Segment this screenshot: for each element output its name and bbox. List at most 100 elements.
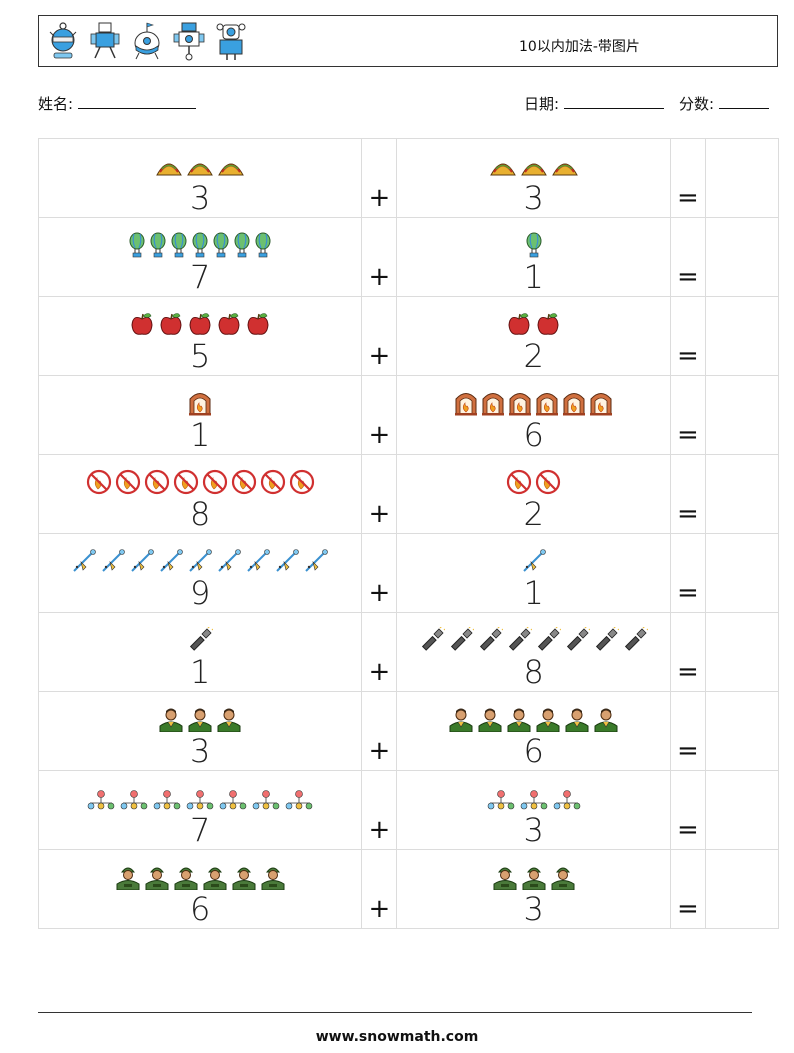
- no-fire-icon: [115, 469, 141, 495]
- soldier-icon: [521, 864, 547, 890]
- soldier-icon: [115, 864, 141, 890]
- second-addend-cell: 1: [396, 217, 671, 297]
- second-addend: 1: [523, 258, 544, 296]
- first-addend: 3: [190, 732, 211, 770]
- wand-icon: [158, 548, 184, 574]
- answer-cell[interactable]: [704, 770, 780, 850]
- balloon-icons: [39, 232, 361, 258]
- robot-icon-5: [216, 23, 246, 60]
- network-icons: [397, 785, 669, 811]
- apple-icon: [216, 311, 242, 337]
- answer-cell[interactable]: [704, 533, 780, 613]
- second-addend-cell: 2: [396, 454, 671, 534]
- equals-sign: =: [669, 770, 706, 850]
- footer-divider: [38, 1012, 752, 1013]
- answer-cell[interactable]: [704, 296, 780, 376]
- name-blank[interactable]: [77, 94, 196, 109]
- second-addend-cell: 6: [396, 375, 671, 455]
- network-icon: [486, 789, 516, 811]
- first-addend: 7: [190, 811, 211, 849]
- second-addend: 2: [523, 337, 544, 375]
- wand-icon: [129, 548, 155, 574]
- fireplace-icon: [535, 390, 559, 416]
- flashlight-icon: [187, 627, 214, 653]
- equals-sign: =: [669, 217, 706, 297]
- no-fire-icon: [260, 469, 286, 495]
- answer-cell[interactable]: [704, 217, 780, 297]
- second-addend-cell: 1: [396, 533, 671, 613]
- answer-cell[interactable]: [704, 849, 780, 929]
- flashlight-icon: [419, 627, 446, 653]
- problem-row: 1 +8 =: [37, 612, 780, 692]
- no-fire-icon: [535, 469, 561, 495]
- robot-icons: [47, 20, 247, 62]
- flashlight-icon: [535, 627, 562, 653]
- equals-sign: =: [669, 296, 706, 376]
- answer-cell[interactable]: [704, 375, 780, 455]
- problem-row: 6 +3 =: [37, 849, 780, 929]
- second-addend-cell: 8: [396, 612, 671, 692]
- balloon-icon: [191, 232, 209, 258]
- taco-icon: [551, 157, 579, 179]
- second-addend: 8: [523, 653, 544, 691]
- flashlight-icon: [593, 627, 620, 653]
- first-addend: 6: [190, 890, 211, 928]
- no-fire-icon: [289, 469, 315, 495]
- second-addend: 3: [523, 179, 544, 217]
- balloon-icon: [233, 232, 251, 258]
- answer-cell[interactable]: [704, 138, 780, 218]
- equals-sign: =: [669, 375, 706, 455]
- date-blank[interactable]: [563, 94, 664, 109]
- plus-sign: +: [361, 454, 398, 534]
- network-icons: [39, 785, 361, 811]
- second-addend-cell: 3: [396, 770, 671, 850]
- first-addend-cell: 3: [37, 691, 363, 771]
- first-addend-cell: 8: [37, 454, 363, 534]
- second-addend: 6: [523, 732, 544, 770]
- first-addend-cell: 7: [37, 770, 363, 850]
- soldier-icon: [144, 864, 170, 890]
- balloon-icon: [212, 232, 230, 258]
- soldier-icons: [39, 864, 361, 890]
- plus-sign: +: [361, 691, 398, 771]
- robot-icon-2: [90, 22, 120, 59]
- wand-icon: [100, 548, 126, 574]
- first-addend-cell: 1: [37, 612, 363, 692]
- taco-icon: [217, 157, 245, 179]
- wand-icon: [245, 548, 271, 574]
- network-icon: [251, 789, 281, 811]
- fireplace-icon: [589, 390, 613, 416]
- plus-sign: +: [361, 217, 398, 297]
- answer-cell[interactable]: [704, 691, 780, 771]
- person-icon: [216, 706, 242, 732]
- second-addend: 3: [523, 890, 544, 928]
- network-icon: [284, 789, 314, 811]
- no-fire-icon: [506, 469, 532, 495]
- answer-cell[interactable]: [704, 612, 780, 692]
- taco-icon: [155, 157, 183, 179]
- plus-sign: +: [361, 612, 398, 692]
- answer-cell[interactable]: [704, 454, 780, 534]
- first-addend-cell: 7: [37, 217, 363, 297]
- first-addend: 8: [190, 495, 211, 533]
- score-blank[interactable]: [718, 94, 769, 109]
- no-fire-icon: [231, 469, 257, 495]
- flashlight-icon: [448, 627, 475, 653]
- no-fire-icon: [202, 469, 228, 495]
- taco-icon: [489, 157, 517, 179]
- robot-icon-1: [49, 22, 77, 59]
- network-icon: [519, 789, 549, 811]
- plus-sign: +: [361, 770, 398, 850]
- first-addend: 5: [190, 337, 211, 375]
- soldier-icon: [492, 864, 518, 890]
- flashlight-icons: [39, 627, 361, 653]
- wand-icon: [187, 548, 213, 574]
- wand-icon: [521, 548, 547, 574]
- balloon-icon: [525, 232, 543, 258]
- second-addend-cell: 3: [396, 138, 671, 218]
- network-icon: [552, 789, 582, 811]
- flashlight-icon: [477, 627, 504, 653]
- first-addend: 9: [190, 574, 211, 612]
- second-addend: 6: [523, 416, 544, 454]
- worksheet-title: 10以内加法-带图片: [519, 39, 640, 55]
